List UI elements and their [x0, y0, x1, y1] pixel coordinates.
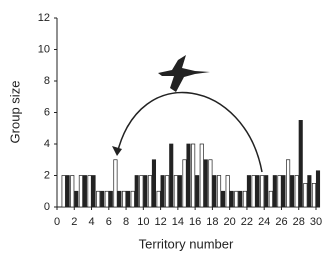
- bar: [286, 160, 289, 207]
- x-tick-label: 28: [293, 216, 305, 228]
- x-tick-label: 12: [154, 216, 166, 228]
- x-tick-label: 24: [258, 216, 270, 228]
- bar: [204, 160, 207, 207]
- y-tick-label: 10: [38, 43, 50, 55]
- y-tick-label: 12: [38, 12, 50, 24]
- bar: [187, 144, 190, 207]
- bar: [88, 176, 91, 208]
- bar: [71, 176, 74, 208]
- x-tick-label: 4: [88, 216, 94, 228]
- bar: [118, 191, 121, 207]
- y-tick-label: 6: [44, 106, 50, 118]
- x-tick-label: 22: [241, 216, 253, 228]
- bar: [308, 176, 311, 208]
- y-tick-label: 2: [44, 169, 50, 181]
- bar: [79, 176, 82, 208]
- bar: [278, 176, 281, 208]
- bar: [144, 176, 147, 208]
- bar: [261, 176, 264, 208]
- chart: Group size Territory number 024681012024…: [0, 0, 330, 254]
- bar: [75, 191, 78, 207]
- bar: [183, 160, 186, 207]
- bar: [304, 183, 307, 207]
- bar: [312, 183, 315, 207]
- bar: [148, 176, 151, 208]
- bar: [273, 176, 276, 208]
- bar: [221, 191, 224, 207]
- bar: [252, 176, 255, 208]
- bar: [92, 176, 95, 208]
- bar: [282, 176, 285, 208]
- bar: [316, 171, 319, 207]
- bar: [174, 176, 177, 208]
- bar: [226, 176, 229, 208]
- x-tick-label: 0: [54, 216, 60, 228]
- x-tick-label: 26: [275, 216, 287, 228]
- bar: [178, 176, 181, 208]
- bar: [269, 191, 272, 207]
- y-tick-label: 0: [44, 201, 50, 213]
- bar: [295, 176, 298, 208]
- x-tick-label: 2: [71, 216, 77, 228]
- bar: [235, 191, 238, 207]
- bar: [109, 191, 112, 207]
- bar: [100, 191, 103, 207]
- x-tick-label: 16: [189, 216, 201, 228]
- x-tick-label: 8: [123, 216, 129, 228]
- bar: [66, 176, 69, 208]
- bar: [166, 176, 169, 208]
- bar: [140, 176, 143, 208]
- x-tick-label: 14: [172, 216, 184, 228]
- bar: [256, 176, 259, 208]
- bar: [62, 176, 65, 208]
- y-tick-label: 8: [44, 75, 50, 87]
- bar: [213, 176, 216, 208]
- bar: [230, 191, 233, 207]
- bar: [265, 176, 268, 208]
- bar: [170, 144, 173, 207]
- bar: [191, 144, 194, 207]
- bar: [247, 176, 250, 208]
- bar: [122, 191, 125, 207]
- x-tick-label: 10: [137, 216, 149, 228]
- bird-silhouette: [158, 55, 210, 92]
- bar: [217, 176, 220, 208]
- x-tick-label: 20: [224, 216, 236, 228]
- bar: [243, 191, 246, 207]
- bar: [152, 160, 155, 207]
- arrowhead: [112, 146, 122, 156]
- bar: [195, 176, 198, 208]
- y-tick-label: 4: [44, 138, 50, 150]
- bar: [105, 191, 108, 207]
- bar: [131, 191, 134, 207]
- y-axis-label: Group size: [7, 81, 22, 144]
- bar: [135, 176, 138, 208]
- x-axis-label: Territory number: [139, 236, 234, 251]
- bar: [200, 144, 203, 207]
- x-tick-label: 18: [206, 216, 218, 228]
- x-tick-label: 30: [310, 216, 322, 228]
- x-tick-label: 6: [106, 216, 112, 228]
- bar: [239, 191, 242, 207]
- bar: [157, 191, 160, 207]
- bar: [126, 191, 129, 207]
- bar: [299, 120, 302, 207]
- bar: [290, 176, 293, 208]
- bar: [209, 160, 212, 207]
- bar: [83, 176, 86, 208]
- bar: [96, 191, 99, 207]
- bar: [114, 160, 117, 207]
- bar: [161, 176, 164, 208]
